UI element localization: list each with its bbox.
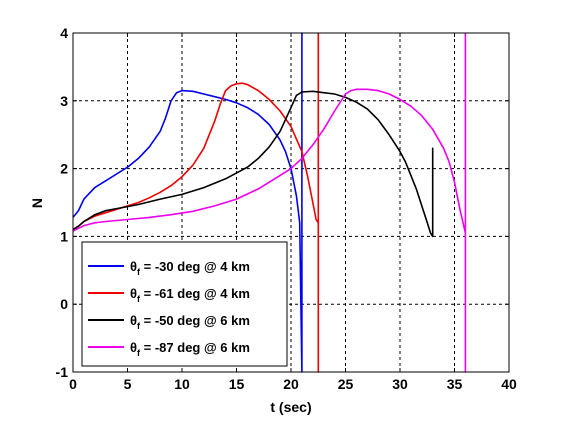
y-tick-label: 1 xyxy=(60,228,68,244)
legend-label-2: θf = -61 deg @ 4 km xyxy=(130,286,250,304)
y-tick-label: 4 xyxy=(60,25,68,41)
series-line-3 xyxy=(72,90,434,238)
x-tick-label: 5 xyxy=(124,376,132,392)
x-tick-label: 0 xyxy=(69,376,77,392)
x-tick-label: 30 xyxy=(392,376,408,392)
y-tick-label: 2 xyxy=(60,161,68,177)
series-line-4 xyxy=(72,33,467,373)
y-axis-label: N xyxy=(29,198,45,208)
x-tick-label: 40 xyxy=(501,376,517,392)
y-tick-label: -1 xyxy=(56,364,69,380)
y-tick-label: 3 xyxy=(60,93,68,109)
series-group xyxy=(72,32,467,373)
y-tick-label: 0 xyxy=(60,296,68,312)
x-tick-label: 25 xyxy=(338,376,354,392)
legend-box xyxy=(81,241,288,367)
legend-label-1: θf = -30 deg @ 4 km xyxy=(130,259,250,277)
legend-label-4: θf = -87 deg @ 6 km xyxy=(130,340,250,358)
x-tick-label: 20 xyxy=(283,376,299,392)
series-line-1 xyxy=(72,32,303,373)
x-tick-label: 15 xyxy=(229,376,245,392)
x-tick-label: 10 xyxy=(174,376,190,392)
legend: θf = -30 deg @ 4 km θf = -61 deg @ 4 km θf… xyxy=(81,241,288,367)
x-axis-label: t (sec) xyxy=(270,399,311,415)
legend-label-3: θf = -50 deg @ 6 km xyxy=(130,313,250,331)
x-tick-label: 35 xyxy=(447,376,463,392)
